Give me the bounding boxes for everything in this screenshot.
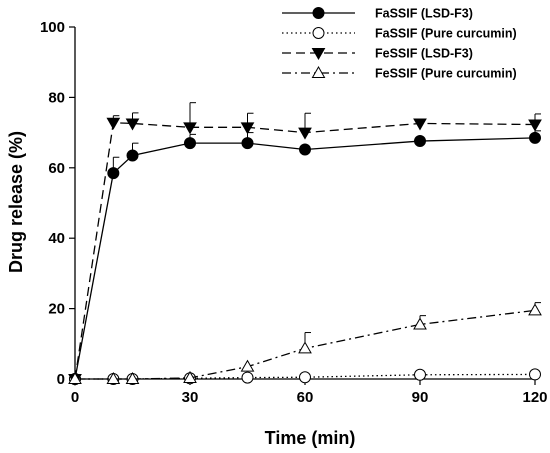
data-point — [298, 127, 312, 140]
data-point — [106, 371, 121, 384]
data-point — [312, 7, 325, 19]
data-point — [414, 368, 426, 381]
y-tick-label: 60 — [48, 160, 65, 177]
x-tick-label: 120 — [522, 389, 547, 406]
data-point — [413, 118, 427, 131]
series-4 — [68, 302, 542, 384]
data-point — [241, 371, 254, 384]
series-2 — [69, 368, 541, 385]
y-tick-label: 0 — [57, 371, 65, 388]
data-point — [299, 143, 311, 156]
x-axis-title: Time (min) — [265, 428, 356, 448]
y-tick-label: 40 — [48, 230, 65, 247]
x-tick-label: 0 — [71, 389, 79, 406]
y-tick-label: 100 — [40, 19, 65, 36]
data-point — [125, 371, 140, 384]
data-point — [311, 48, 326, 61]
data-point — [106, 117, 121, 130]
data-point — [183, 370, 197, 383]
data-point — [126, 149, 139, 162]
legend-item-1: FaSSIF (LSD-F3) — [282, 7, 473, 21]
data-point — [528, 303, 542, 316]
data-point — [183, 122, 197, 135]
data-point — [107, 167, 120, 180]
legend-item-3: FeSSIF (LSD-F3) — [282, 47, 473, 61]
data-point — [311, 65, 326, 78]
data-point — [312, 27, 325, 39]
data-point — [125, 118, 140, 131]
y-tick-label: 80 — [48, 89, 65, 106]
data-point — [299, 371, 311, 384]
data-point — [413, 317, 427, 330]
y-axis-title: Drug release (%) — [6, 131, 26, 273]
axes: 0 30 60 90 120 0 20 40 60 80 100 — [40, 19, 548, 406]
data-point — [240, 359, 255, 372]
legend-label: FeSSIF (LSD-F3) — [375, 47, 473, 61]
data-point — [68, 371, 82, 384]
x-tick-label: 30 — [182, 389, 199, 406]
legend-label: FeSSIF (Pure curcumin) — [375, 67, 517, 81]
y-tick-label: 20 — [48, 301, 65, 318]
series-group — [68, 102, 542, 387]
data-point — [241, 137, 254, 150]
data-point — [528, 119, 542, 132]
x-tick-label: 60 — [297, 389, 314, 406]
data-point — [529, 131, 541, 144]
data-point — [529, 368, 541, 381]
data-point — [414, 135, 426, 148]
legend: FaSSIF (LSD-F3) FaSSIF (Pure curcumin) FeS… — [282, 7, 517, 81]
data-point — [240, 122, 255, 135]
x-tick-label: 90 — [412, 389, 429, 406]
data-point — [184, 137, 196, 150]
data-point — [298, 341, 312, 354]
legend-item-4: FeSSIF (Pure curcumin) — [282, 65, 517, 81]
legend-item-2: FaSSIF (Pure curcumin) — [282, 27, 517, 41]
legend-label: FaSSIF (LSD-F3) — [375, 7, 473, 21]
legend-label: FaSSIF (Pure curcumin) — [375, 27, 517, 41]
series-line — [74, 122, 536, 380]
